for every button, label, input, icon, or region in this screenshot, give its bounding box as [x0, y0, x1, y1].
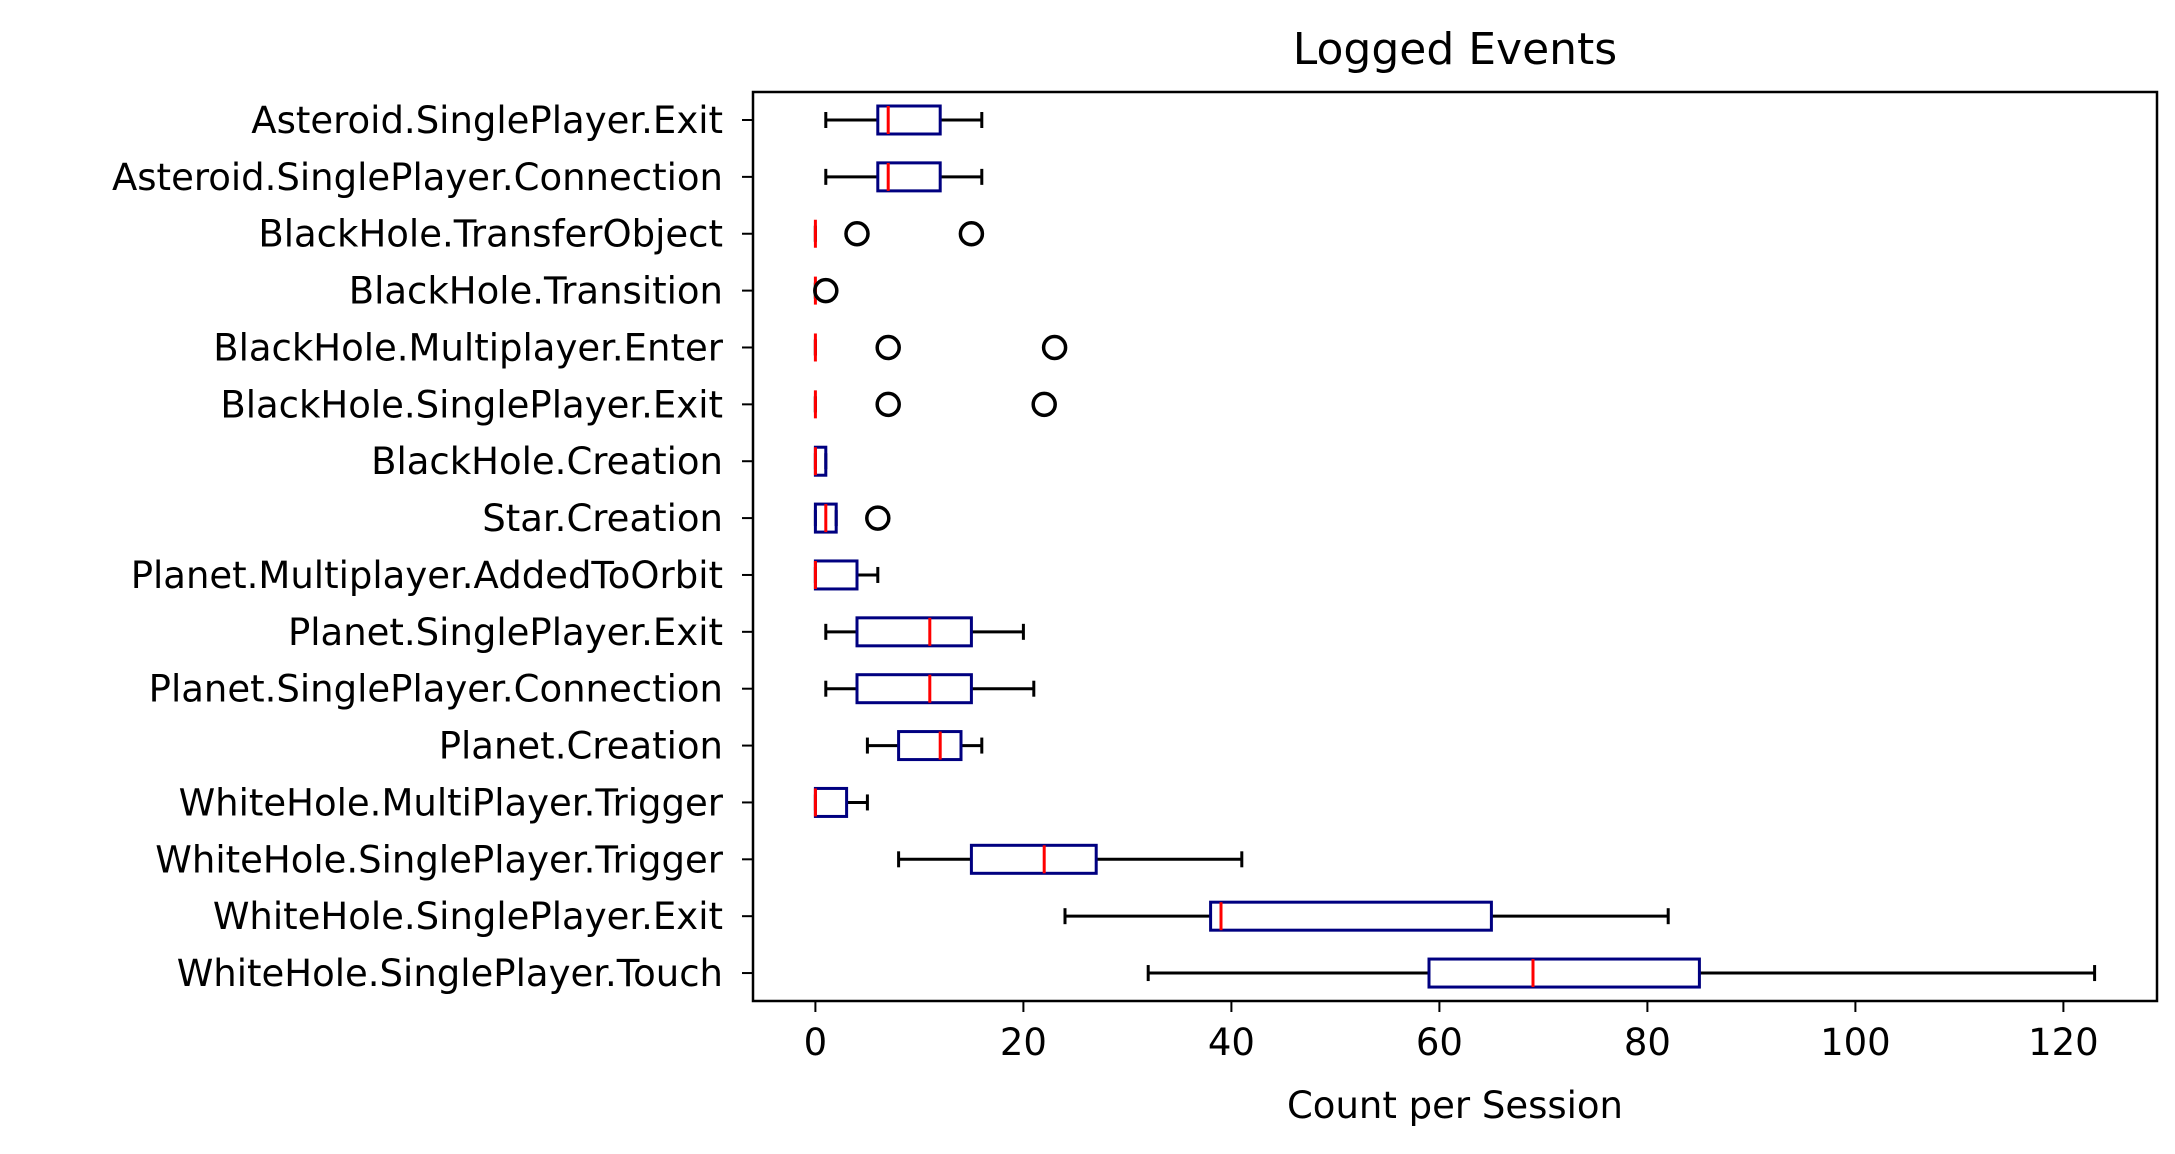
x-tick-label: 20: [1000, 1021, 1047, 1064]
y-tick-label: WhiteHole.SinglePlayer.Touch: [177, 952, 723, 995]
y-tick-label: BlackHole.Multiplayer.Enter: [213, 326, 724, 369]
x-tick-label: 60: [1416, 1021, 1463, 1064]
box-group: [813, 219, 985, 248]
outlier-point: [844, 220, 870, 247]
box-group: [824, 161, 984, 193]
iqr-box: [813, 786, 849, 818]
iqr-box: [876, 161, 942, 193]
y-tick-label: Asteroid.SinglePlayer.Connection: [112, 156, 723, 199]
box-group: [824, 673, 1036, 705]
outlier-point: [1041, 334, 1068, 361]
iqr-box: [1209, 900, 1493, 932]
box-group: [824, 616, 1025, 648]
outlier-point: [1031, 391, 1057, 418]
box-group: [813, 333, 1068, 362]
box-group: [1063, 900, 1670, 932]
y-tick-label: Star.Creation: [482, 497, 723, 540]
y-tick-label: Planet.SinglePlayer.Exit: [288, 611, 723, 654]
iqr-box: [897, 730, 963, 762]
box-group: [813, 276, 839, 305]
outlier-point: [958, 220, 985, 247]
iqr-box: [855, 616, 973, 648]
y-tick-label: Planet.Creation: [439, 725, 723, 768]
y-tick-label: Planet.SinglePlayer.Connection: [149, 668, 723, 711]
y-tick-label: Planet.Multiplayer.AddedToOrbit: [131, 554, 723, 597]
box-group: [813, 445, 828, 477]
x-tick-label: 0: [804, 1021, 828, 1064]
iqr-box: [855, 673, 973, 705]
iqr-box: [876, 104, 942, 136]
y-tick-label: WhiteHole.MultiPlayer.Trigger: [179, 781, 724, 824]
x-axis: 0 20 40 60 80 100 120: [804, 1001, 2099, 1064]
x-tick-label: 80: [1624, 1021, 1671, 1064]
y-tick-label: BlackHole.Creation: [371, 440, 723, 483]
plot-area: [751, 90, 2159, 1003]
box-group: [813, 559, 880, 591]
box-group: [1146, 957, 2097, 989]
box-group: [813, 786, 869, 818]
x-tick-label: 120: [2028, 1021, 2099, 1064]
y-tick-label: WhiteHole.SinglePlayer.Exit: [213, 895, 723, 938]
x-tick-label: 100: [1820, 1021, 1891, 1064]
outlier-point: [875, 391, 901, 418]
iqr-box: [813, 559, 859, 591]
box-group: [813, 390, 1057, 419]
box-group: [813, 502, 891, 534]
plot-frame: [751, 90, 2159, 1003]
iqr-box: [969, 843, 1098, 875]
iqr-box: [813, 445, 828, 477]
x-tick-label: 40: [1208, 1021, 1255, 1064]
y-tick-label: WhiteHole.SinglePlayer.Trigger: [155, 838, 723, 881]
y-tick-label: BlackHole.TransferObject: [258, 213, 723, 256]
box-group: [897, 843, 1244, 875]
y-tick-label: Asteroid.SinglePlayer.Exit: [251, 99, 723, 142]
outlier-point: [875, 334, 901, 361]
box-group: [824, 104, 984, 136]
iqr-box: [1427, 957, 1701, 989]
y-axis: Asteroid.SinglePlayer.Exit Asteroid.Singl…: [112, 99, 753, 995]
chart-title: Logged Events: [1293, 24, 1617, 75]
box-group: [865, 730, 984, 762]
outlier-point: [813, 277, 839, 304]
y-tick-label: BlackHole.SinglePlayer.Exit: [220, 383, 723, 426]
x-axis-title: Count per Session: [1287, 1084, 1623, 1127]
y-tick-label: BlackHole.Transition: [349, 270, 723, 313]
outlier-point: [865, 505, 891, 531]
